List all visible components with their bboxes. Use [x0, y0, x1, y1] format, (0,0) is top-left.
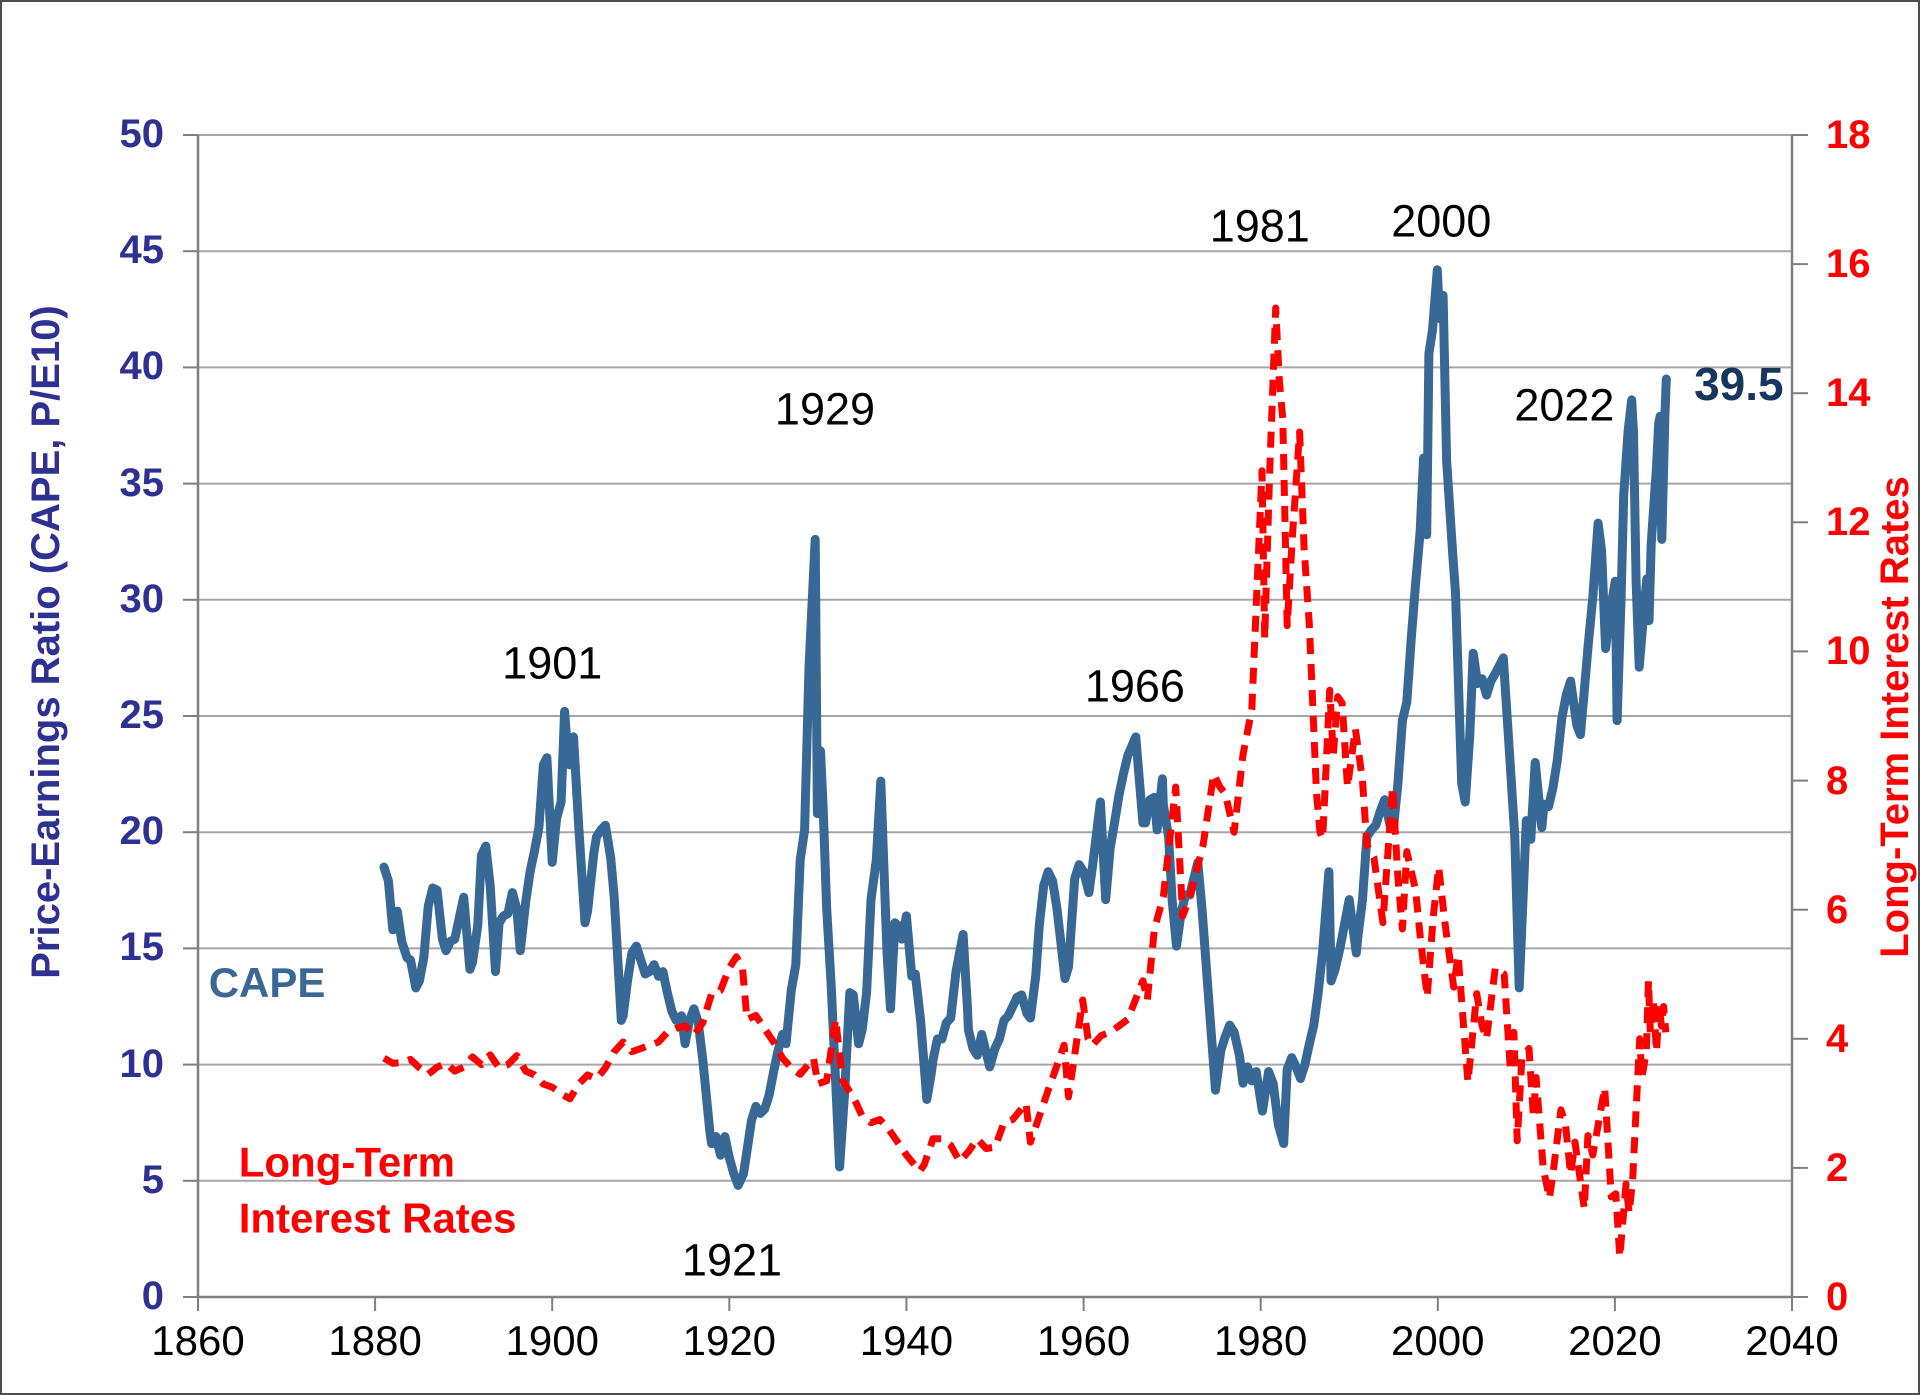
left-axis-tick-label-20: 20 [119, 809, 165, 854]
annotation-final-value: 39.5 [1694, 357, 1784, 410]
left-axis-tick-label-30: 30 [119, 576, 165, 621]
annotation-2022: 2022 [1514, 378, 1615, 430]
right-axis-tick-label-6: 6 [1826, 887, 1849, 932]
x-axis-tick-label-1940: 1940 [859, 1317, 954, 1364]
x-axis-tick-label-1880: 1880 [328, 1317, 422, 1364]
cape-line [379, 265, 1671, 1190]
annotation-1921: 1921 [681, 1234, 783, 1286]
left-axis-tick-label-25: 25 [119, 693, 165, 738]
right-axis-tick-label-8: 8 [1826, 758, 1849, 803]
x-axis-tick-label-2000: 2000 [1391, 1317, 1485, 1364]
left-axis-tick-label-15: 15 [119, 925, 165, 970]
right-axis-tick-label-4: 4 [1826, 1016, 1849, 1061]
rates-line [382, 304, 1670, 1261]
annotation-1981: 1981 [1209, 200, 1310, 251]
annotation-1901: 1901 [502, 636, 603, 688]
right-axis-tick-label-14: 14 [1826, 371, 1871, 416]
annotation-1966: 1966 [1084, 660, 1185, 712]
left-axis-tick-label-35: 35 [119, 460, 165, 505]
x-axis-tick-label-1920: 1920 [682, 1317, 777, 1364]
right-axis-tick-label-12: 12 [1826, 500, 1871, 545]
left-axis-tick-label-0: 0 [141, 1274, 164, 1319]
right-axis-tick-label-16: 16 [1826, 242, 1871, 287]
right-axis-tick-label-0: 0 [1826, 1275, 1849, 1319]
right-axis-tick-label-18: 18 [1826, 113, 1871, 157]
x-axis-tick-label-2020: 2020 [1568, 1317, 1662, 1364]
series-label-cape: CAPE [208, 959, 326, 1007]
annotation-2000: 2000 [1391, 195, 1492, 247]
right-axis-title: Long-Term Interest Rates [1873, 476, 1917, 958]
left-axis-tick-label-10: 10 [119, 1041, 165, 1086]
annotation-1929: 1929 [774, 383, 876, 435]
right-axis-tick-label-2: 2 [1826, 1145, 1849, 1190]
right-axis-tick-label-10: 10 [1826, 629, 1871, 674]
left-axis-title: Price-Earnings Ratio (CAPE, P/E10) [24, 305, 68, 979]
x-axis-tick-label-2040: 2040 [1745, 1317, 1839, 1364]
x-axis-tick-label-1980: 1980 [1213, 1317, 1308, 1364]
series-label-rates: Long-Term Interest Rates [238, 1138, 517, 1242]
x-axis-tick-label-1860: 1860 [151, 1317, 245, 1364]
left-axis-tick-label-50: 50 [119, 112, 165, 157]
left-axis-tick-label-40: 40 [119, 344, 165, 389]
left-axis-tick-label-5: 5 [141, 1157, 164, 1202]
x-axis-tick-label-1960: 1960 [1036, 1317, 1131, 1364]
x-axis-tick-label-1900: 1900 [505, 1317, 599, 1364]
left-axis-tick-label-45: 45 [119, 228, 165, 273]
